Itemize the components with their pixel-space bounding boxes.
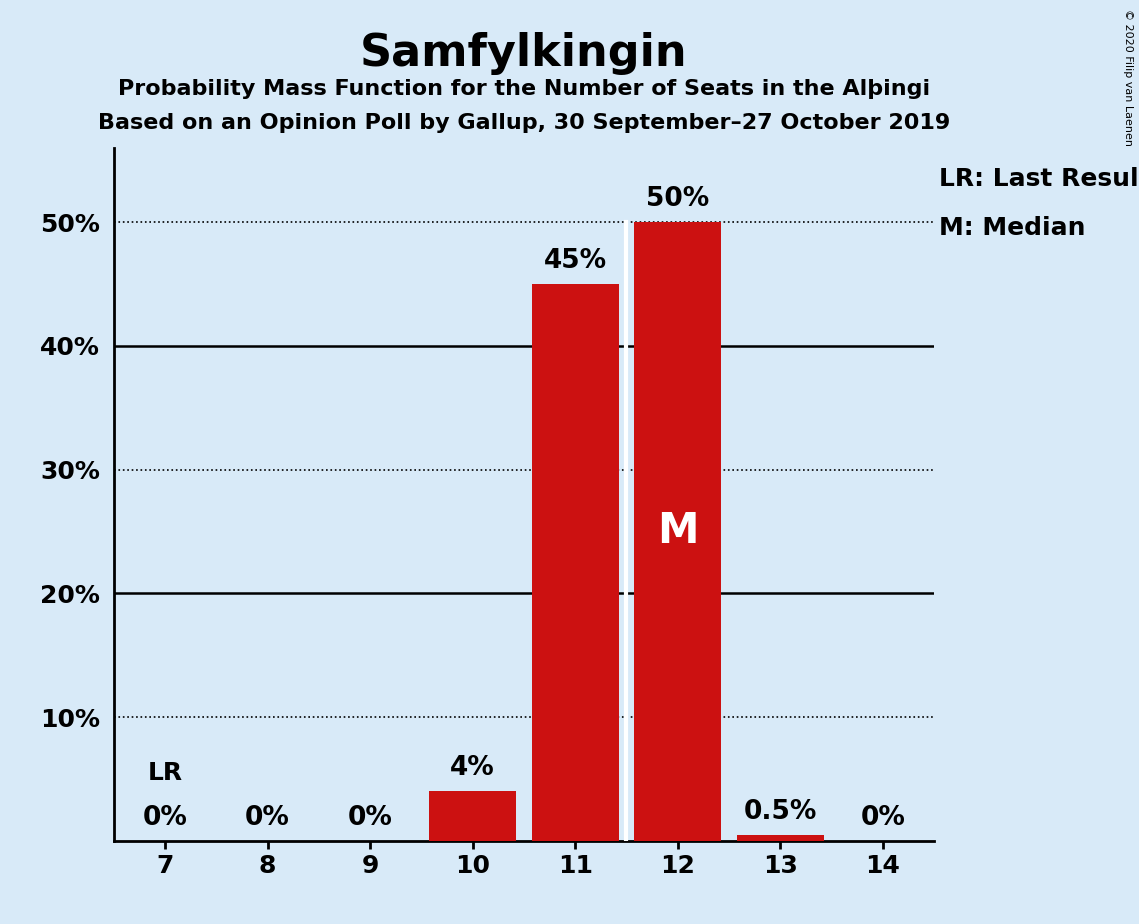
Text: 4%: 4%: [450, 756, 495, 782]
Text: 0%: 0%: [142, 805, 188, 831]
Text: Based on an Opinion Poll by Gallup, 30 September–27 October 2019: Based on an Opinion Poll by Gallup, 30 S…: [98, 113, 950, 133]
Text: Probability Mass Function for the Number of Seats in the Alþingi: Probability Mass Function for the Number…: [117, 79, 931, 99]
Text: LR: Last Result: LR: Last Result: [939, 166, 1139, 190]
Text: Samfylkingin: Samfylkingin: [360, 32, 688, 76]
Bar: [532, 284, 618, 841]
Text: LR: LR: [148, 761, 182, 785]
Bar: [634, 222, 721, 841]
Text: 0%: 0%: [347, 805, 393, 831]
Text: M: M: [657, 510, 698, 553]
Text: M: Median: M: Median: [939, 216, 1085, 240]
Bar: [429, 791, 516, 841]
Text: 0.5%: 0.5%: [744, 798, 817, 825]
Text: 0%: 0%: [860, 805, 906, 831]
Text: 50%: 50%: [646, 187, 710, 213]
Text: 45%: 45%: [543, 248, 607, 274]
Bar: [737, 834, 823, 841]
Text: 0%: 0%: [245, 805, 290, 831]
Text: © 2020 Filip van Laenen: © 2020 Filip van Laenen: [1123, 9, 1133, 146]
